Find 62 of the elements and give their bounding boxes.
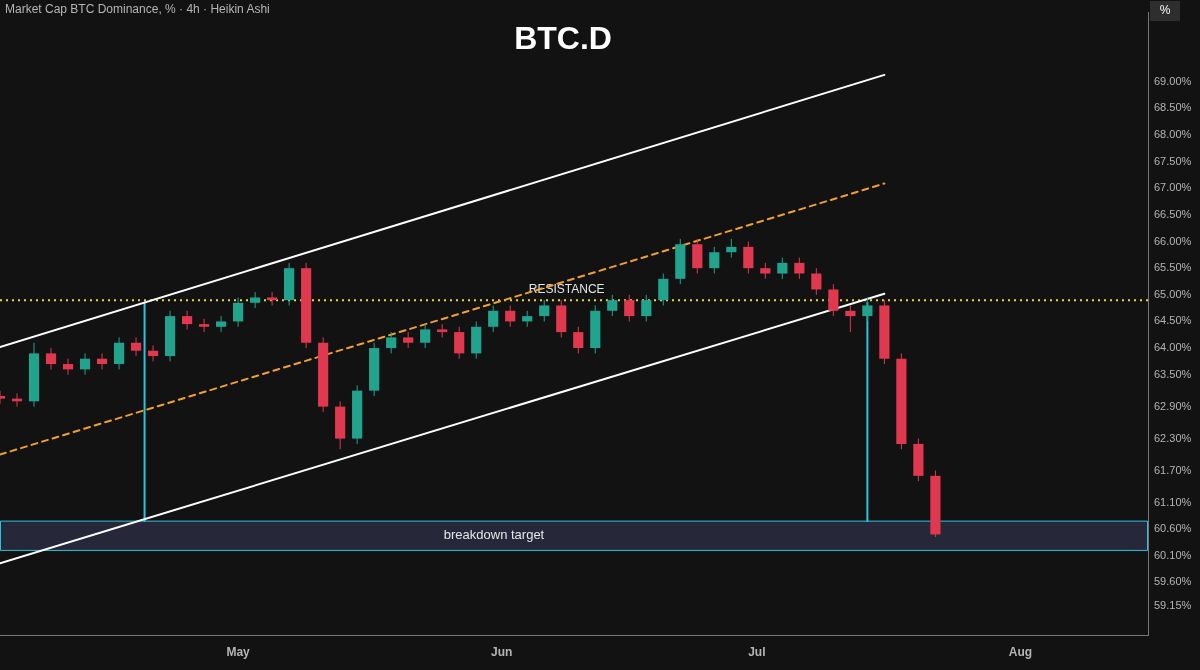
candlestick bbox=[181, 310, 193, 330]
text: % bbox=[1159, 3, 1171, 18]
candlestick bbox=[62, 358, 74, 376]
candlestick bbox=[250, 291, 261, 309]
y-tick-label: 64.00% bbox=[1154, 341, 1192, 354]
x-tick-label: Jul bbox=[748, 645, 766, 660]
x-tick-label: Jun bbox=[491, 645, 513, 660]
candlestick bbox=[79, 352, 91, 376]
candlestick bbox=[709, 246, 720, 275]
y-tick-label: 60.60% bbox=[1154, 522, 1192, 535]
candlestick bbox=[386, 331, 397, 354]
y-tick-label: 64.50% bbox=[1154, 314, 1192, 327]
candlestick bbox=[862, 296, 873, 322]
candlestick bbox=[607, 294, 618, 317]
y-tick-label: 66.50% bbox=[1154, 207, 1192, 220]
candlestick bbox=[539, 299, 550, 322]
y-tick-label: 65.00% bbox=[1154, 287, 1192, 300]
candlestick bbox=[726, 238, 737, 259]
y-tick-label: 61.70% bbox=[1154, 463, 1192, 476]
y-tick-label: 60.10% bbox=[1154, 548, 1192, 561]
y-tick-label: 67.00% bbox=[1154, 181, 1192, 194]
y-tick-label: 69.00% bbox=[1154, 74, 1192, 87]
candlestick bbox=[658, 273, 669, 306]
candlestick bbox=[641, 294, 652, 322]
y-tick-label: 67.50% bbox=[1154, 154, 1192, 167]
candlestick bbox=[454, 326, 465, 360]
candlestick bbox=[147, 344, 159, 362]
candlestick bbox=[573, 326, 584, 354]
candlestick bbox=[130, 336, 142, 357]
candlestick bbox=[811, 267, 822, 296]
candlestick bbox=[743, 241, 754, 275]
y-tick-label: 68.50% bbox=[1154, 101, 1192, 114]
candlestick bbox=[624, 294, 635, 322]
candlestick bbox=[845, 304, 856, 333]
candlestick bbox=[505, 304, 516, 328]
candlestick bbox=[828, 283, 839, 317]
y-tick-label: 59.15% bbox=[1154, 599, 1192, 612]
y-tick-label: 62.30% bbox=[1154, 431, 1192, 444]
candlestick bbox=[692, 238, 703, 275]
y-tick-label: 62.90% bbox=[1154, 399, 1192, 412]
x-tick-label: May bbox=[226, 645, 251, 660]
candlestick bbox=[45, 347, 57, 370]
x-tick-label: Aug bbox=[1008, 645, 1033, 660]
candlestick bbox=[488, 304, 499, 333]
chart-title: BTC.D bbox=[514, 19, 612, 56]
candlestick bbox=[113, 336, 125, 370]
candlestick bbox=[267, 291, 278, 306]
candlestick bbox=[794, 257, 805, 280]
y-tick-label: 66.00% bbox=[1154, 234, 1192, 247]
candlestick bbox=[215, 315, 227, 333]
y-tick-label: 63.50% bbox=[1154, 367, 1192, 380]
band-label: breakdown target bbox=[443, 527, 545, 543]
chart-subtitle: Market Cap BTC Dominance, % · 4h · Heikin Ashi bbox=[5, 2, 270, 17]
candlestick bbox=[233, 296, 244, 328]
candlestick bbox=[198, 318, 210, 333]
candlestick bbox=[420, 323, 431, 349]
y-tick-label: 61.10% bbox=[1154, 495, 1192, 508]
y-tick-label: 59.60% bbox=[1154, 575, 1192, 588]
y-tick-label: 65.50% bbox=[1154, 261, 1192, 274]
candlestick bbox=[96, 352, 108, 370]
candlestick bbox=[777, 257, 788, 280]
y-tick-label: 68.00% bbox=[1154, 128, 1192, 141]
